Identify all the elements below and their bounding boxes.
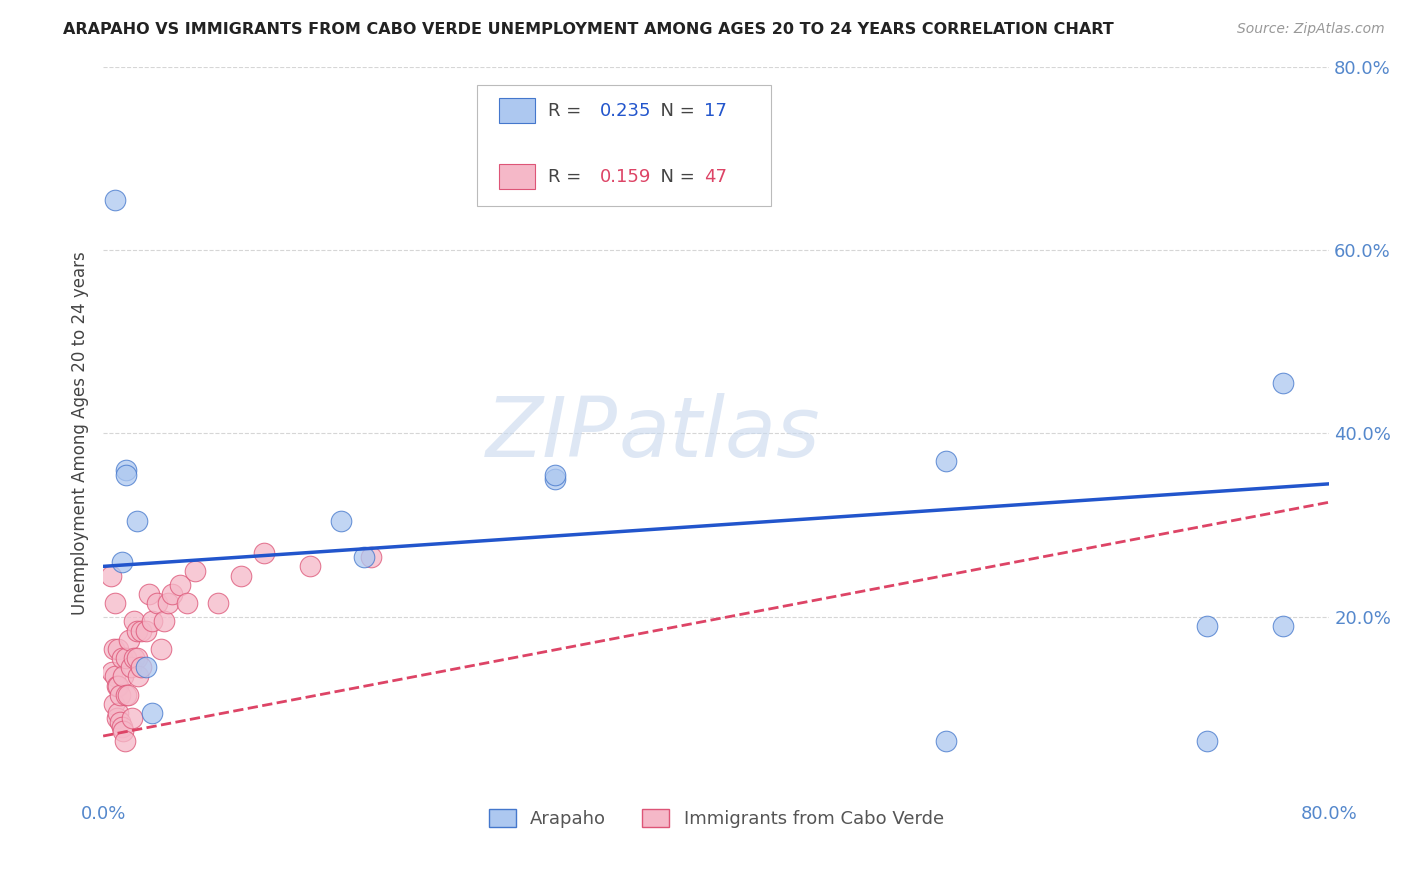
FancyBboxPatch shape	[477, 85, 772, 206]
Point	[125, 624, 148, 638]
Point	[141, 615, 163, 629]
Point	[141, 706, 163, 720]
Point	[110, 651, 132, 665]
Point	[153, 615, 176, 629]
Point	[156, 596, 179, 610]
Point	[131, 624, 153, 638]
Point	[1195, 733, 1218, 747]
Text: 47: 47	[704, 168, 727, 186]
Point	[131, 660, 153, 674]
FancyBboxPatch shape	[499, 164, 534, 189]
Point	[118, 632, 141, 647]
Point	[101, 665, 124, 679]
Point	[122, 615, 145, 629]
Point	[935, 454, 957, 468]
Text: 17: 17	[704, 102, 727, 120]
FancyBboxPatch shape	[499, 98, 534, 123]
Point	[115, 467, 138, 482]
Point	[299, 559, 322, 574]
Point	[103, 641, 125, 656]
Point	[229, 568, 252, 582]
Point	[121, 711, 143, 725]
Point	[360, 550, 382, 565]
Point	[115, 651, 138, 665]
Point	[114, 733, 136, 747]
Point	[125, 651, 148, 665]
Point	[207, 596, 229, 610]
Point	[184, 564, 207, 578]
Point	[160, 587, 183, 601]
Point	[135, 624, 157, 638]
Point	[100, 568, 122, 582]
Point	[104, 596, 127, 610]
Point	[115, 463, 138, 477]
Point	[110, 720, 132, 734]
Text: R =: R =	[548, 168, 588, 186]
Point	[110, 555, 132, 569]
Point	[1272, 376, 1295, 390]
Point	[122, 651, 145, 665]
Legend: Arapaho, Immigrants from Cabo Verde: Arapaho, Immigrants from Cabo Verde	[481, 801, 950, 835]
Point	[104, 669, 127, 683]
Point	[117, 688, 139, 702]
Point	[120, 660, 142, 674]
Point	[108, 688, 131, 702]
Point	[107, 679, 129, 693]
Point	[329, 514, 352, 528]
Text: ARAPAHO VS IMMIGRANTS FROM CABO VERDE UNEMPLOYMENT AMONG AGES 20 TO 24 YEARS COR: ARAPAHO VS IMMIGRANTS FROM CABO VERDE UN…	[63, 22, 1114, 37]
Text: atlas: atlas	[619, 392, 820, 474]
Text: 0.235: 0.235	[600, 102, 651, 120]
Point	[353, 550, 375, 565]
Point	[544, 467, 567, 482]
Text: R =: R =	[548, 102, 588, 120]
Point	[1195, 619, 1218, 633]
Point	[146, 596, 169, 610]
Point	[150, 641, 173, 656]
Text: N =: N =	[648, 168, 700, 186]
Point	[112, 724, 135, 739]
Point	[112, 669, 135, 683]
Text: 0.159: 0.159	[600, 168, 651, 186]
Point	[125, 514, 148, 528]
Point	[176, 596, 198, 610]
Point	[115, 688, 138, 702]
Text: ZIP: ZIP	[486, 392, 619, 474]
Point	[935, 733, 957, 747]
Point	[1272, 619, 1295, 633]
Point	[169, 578, 191, 592]
Point	[105, 711, 128, 725]
Point	[108, 715, 131, 730]
Point	[127, 669, 149, 683]
Point	[138, 587, 160, 601]
Text: N =: N =	[648, 102, 700, 120]
Point	[253, 546, 276, 560]
Y-axis label: Unemployment Among Ages 20 to 24 years: Unemployment Among Ages 20 to 24 years	[72, 252, 89, 615]
Point	[107, 641, 129, 656]
Point	[107, 706, 129, 720]
Text: Source: ZipAtlas.com: Source: ZipAtlas.com	[1237, 22, 1385, 37]
Point	[103, 697, 125, 711]
Point	[104, 193, 127, 207]
Point	[105, 679, 128, 693]
Point	[135, 660, 157, 674]
Point	[544, 472, 567, 486]
